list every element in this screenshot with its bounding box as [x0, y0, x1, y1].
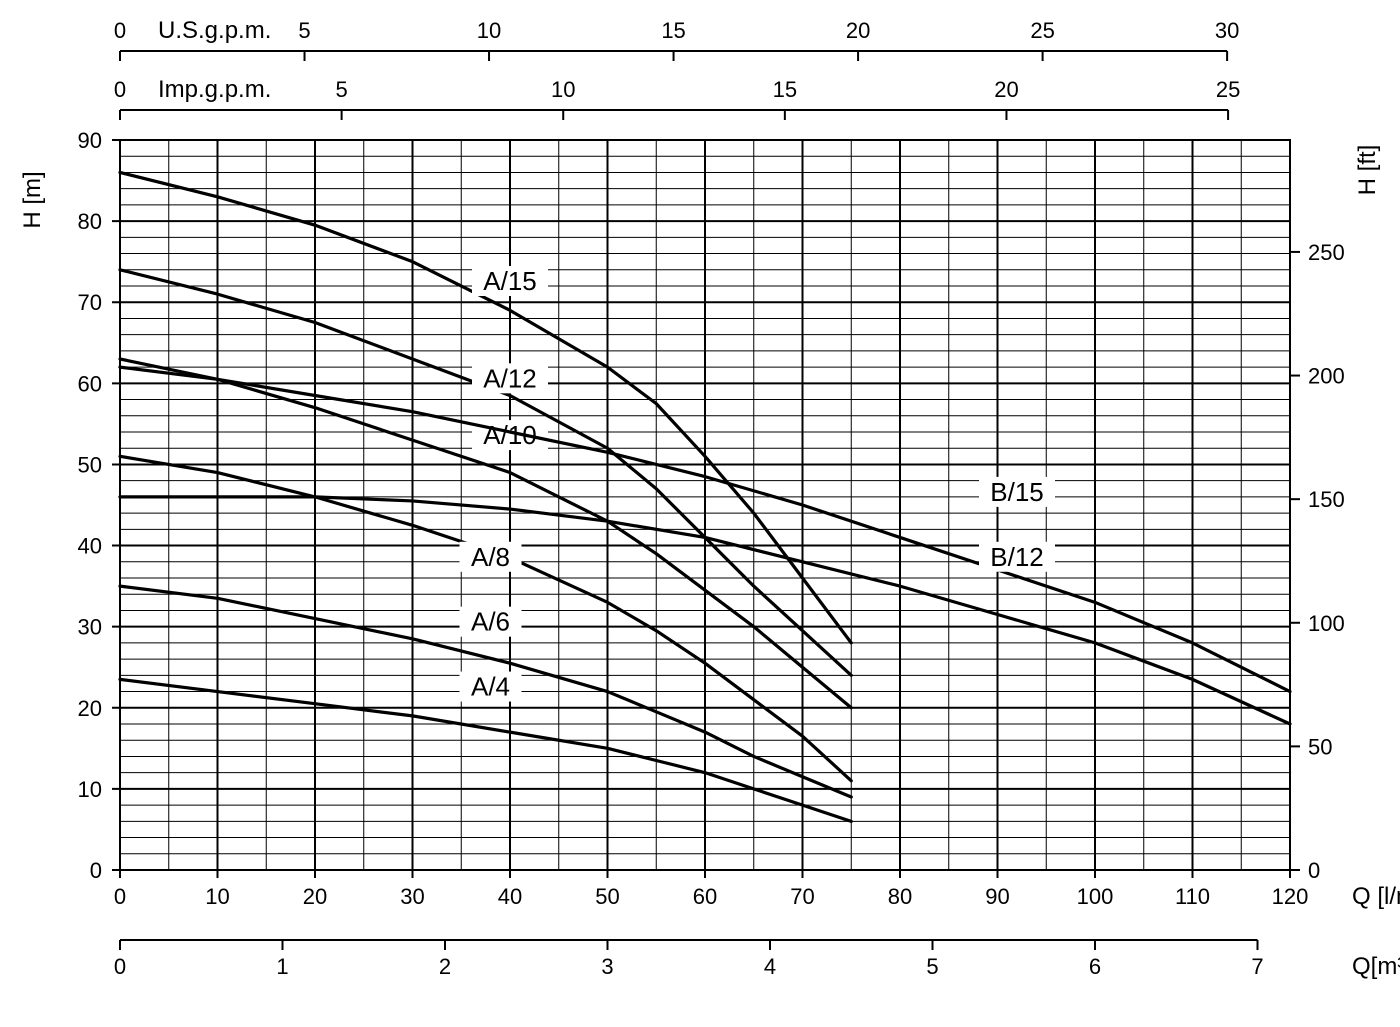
ytick-ft: 0: [1308, 858, 1320, 883]
series-label-A-15: A/15: [483, 266, 537, 296]
xtick-impgpm: 15: [773, 77, 797, 102]
ytick-m: 30: [78, 615, 102, 640]
xtick-m3h: 5: [926, 954, 938, 979]
xtick-lmin: 60: [693, 884, 717, 909]
ytick-m: 20: [78, 696, 102, 721]
ytick-m: 10: [78, 777, 102, 802]
xtick-impgpm: 25: [1216, 77, 1240, 102]
x-axis-label-usgpm: U.S.g.p.m.: [158, 17, 271, 44]
ytick-m: 0: [90, 858, 102, 883]
x-axis-label-m3h: Q[m³/h]: [1352, 953, 1400, 980]
ytick-m: 80: [78, 209, 102, 234]
xtick-impgpm: 20: [994, 77, 1018, 102]
xtick-lmin: 80: [888, 884, 912, 909]
ytick-ft: 50: [1308, 734, 1332, 759]
xtick-lmin: 90: [985, 884, 1009, 909]
xtick-m3h: 7: [1251, 954, 1263, 979]
y-axis-label-m: H [m]: [19, 171, 46, 228]
xtick-usgpm: 10: [477, 18, 501, 43]
ytick-ft: 200: [1308, 364, 1345, 389]
xtick-lmin: 120: [1272, 884, 1309, 909]
series-label-A-8: A/8: [471, 542, 510, 572]
pump-curve-chart: 0102030405060708090100110120Q [l/min]012…: [0, 0, 1400, 1027]
xtick-usgpm: 25: [1030, 18, 1054, 43]
xtick-lmin: 0: [114, 884, 126, 909]
xtick-usgpm: 0: [114, 18, 126, 43]
x-axis-label-impgpm: Imp.g.p.m.: [158, 76, 271, 103]
xtick-m3h: 4: [764, 954, 776, 979]
xtick-lmin: 70: [790, 884, 814, 909]
xtick-lmin: 10: [205, 884, 229, 909]
series-label-B-12: B/12: [990, 542, 1044, 572]
series-label-B-15: B/15: [990, 477, 1044, 507]
ytick-m: 50: [78, 452, 102, 477]
ytick-ft: 100: [1308, 611, 1345, 636]
xtick-lmin: 30: [400, 884, 424, 909]
xtick-lmin: 20: [303, 884, 327, 909]
ytick-ft: 150: [1308, 487, 1345, 512]
ytick-m: 90: [78, 128, 102, 153]
series-label-A-6: A/6: [471, 607, 510, 637]
series-label-A-4: A/4: [471, 672, 510, 702]
xtick-usgpm: 30: [1215, 18, 1239, 43]
xtick-m3h: 3: [601, 954, 613, 979]
xtick-lmin: 100: [1077, 884, 1114, 909]
xtick-usgpm: 20: [846, 18, 870, 43]
xtick-impgpm: 10: [551, 77, 575, 102]
ytick-ft: 250: [1308, 240, 1345, 265]
y-axis-label-ft: H [ft]: [1354, 145, 1381, 196]
xtick-lmin: 50: [595, 884, 619, 909]
ytick-m: 70: [78, 290, 102, 315]
xtick-usgpm: 15: [661, 18, 685, 43]
xtick-m3h: 1: [276, 954, 288, 979]
ytick-m: 60: [78, 371, 102, 396]
xtick-usgpm: 5: [298, 18, 310, 43]
chart-svg: 0102030405060708090100110120Q [l/min]012…: [0, 0, 1400, 1027]
xtick-m3h: 0: [114, 954, 126, 979]
xtick-lmin: 110: [1175, 884, 1210, 909]
series-label-A-12: A/12: [483, 363, 537, 393]
ytick-m: 40: [78, 534, 102, 559]
xtick-impgpm: 0: [114, 77, 126, 102]
xtick-m3h: 6: [1089, 954, 1101, 979]
xtick-impgpm: 5: [335, 77, 347, 102]
x-axis-label-lmin: Q [l/min]: [1352, 883, 1400, 910]
xtick-m3h: 2: [439, 954, 451, 979]
xtick-lmin: 40: [498, 884, 522, 909]
